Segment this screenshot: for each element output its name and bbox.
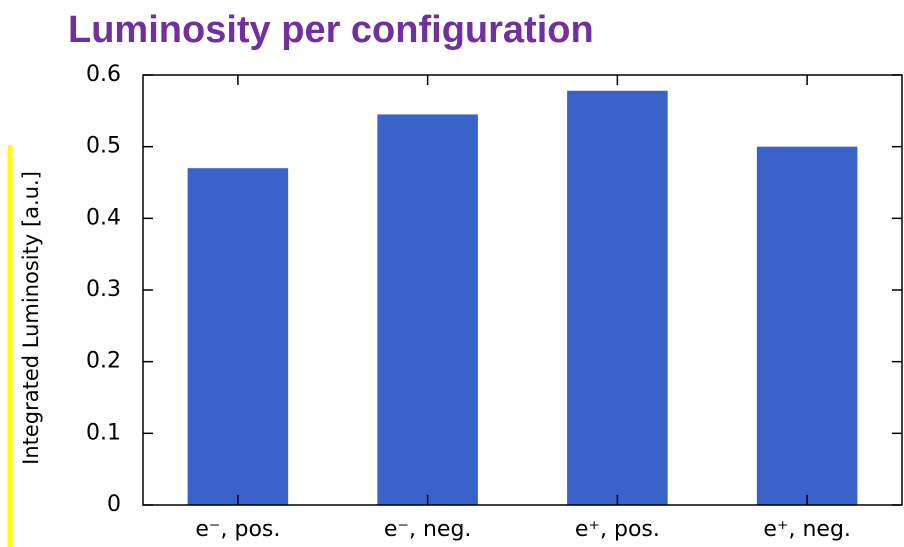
y-tick-label: 0.3 xyxy=(86,277,121,302)
y-tick-label: 0.5 xyxy=(86,134,121,159)
bar xyxy=(756,146,858,505)
x-tick-label: e⁻, pos. xyxy=(195,517,280,542)
y-tick-label: 0 xyxy=(107,492,121,517)
bar xyxy=(377,114,478,506)
x-tick-label: e⁺, pos. xyxy=(575,517,660,542)
y-tick-label: 0.6 xyxy=(86,62,121,87)
chart-title: Luminosity per configuration xyxy=(68,9,594,51)
bar xyxy=(187,168,289,505)
bar xyxy=(567,90,668,506)
y-tick-label: 0.2 xyxy=(86,349,121,374)
x-tick-label: e⁺, neg. xyxy=(763,517,851,542)
y-tick-label: 0.1 xyxy=(86,420,121,445)
plot-frame xyxy=(142,74,903,506)
y-tick-label: 0.4 xyxy=(86,205,121,230)
x-tick-label: e⁻, neg. xyxy=(384,517,472,542)
y-axis-label: Integrated Luminosity [a.u.] xyxy=(19,171,43,465)
